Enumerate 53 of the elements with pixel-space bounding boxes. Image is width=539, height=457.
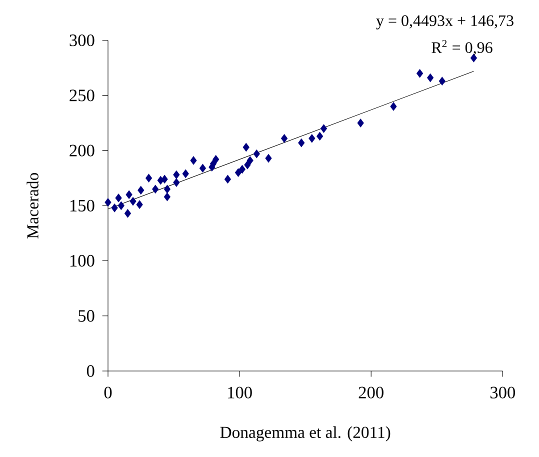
point <box>190 156 197 165</box>
point <box>199 164 206 172</box>
point <box>234 168 242 177</box>
point <box>130 196 136 206</box>
point <box>124 209 132 218</box>
point <box>164 192 170 202</box>
x-tick-label: 200 <box>358 386 384 398</box>
y-tick-label: 300 <box>70 34 94 46</box>
point <box>308 134 316 143</box>
point <box>316 132 324 140</box>
point <box>298 138 305 148</box>
point <box>427 74 434 82</box>
x-tick-label: 300 <box>490 386 516 398</box>
point <box>111 204 118 212</box>
point <box>246 156 254 165</box>
point <box>164 184 170 194</box>
point <box>146 174 152 182</box>
y-tick-label: 200 <box>70 144 94 156</box>
point <box>390 102 397 111</box>
point <box>173 170 180 180</box>
point <box>152 184 159 194</box>
point <box>357 118 364 128</box>
point <box>238 165 246 174</box>
point <box>320 124 328 133</box>
y-axis-title: Macerado <box>26 172 38 238</box>
point <box>182 169 189 178</box>
y-tick-label: 250 <box>70 90 94 102</box>
point <box>253 150 260 158</box>
point <box>138 186 144 195</box>
point <box>242 142 250 152</box>
point <box>104 198 112 207</box>
x-tick-label: 100 <box>228 386 252 398</box>
point <box>212 155 220 164</box>
point <box>438 76 446 86</box>
y-tick-label: 0 <box>86 365 94 377</box>
point <box>115 194 122 202</box>
x-axis-title: Donagemma et al. (2011) <box>220 426 390 442</box>
point <box>136 200 143 209</box>
text: y = 0,4493x + 146,73 <box>376 15 514 30</box>
point <box>416 69 424 78</box>
x-tick-label: 0 <box>104 386 112 398</box>
annotation: R$^{2}$ = 0,96 <box>432 40 492 56</box>
y-tick-label: 150 <box>70 200 94 212</box>
point <box>224 174 231 184</box>
point <box>281 134 288 143</box>
point <box>118 201 124 210</box>
point <box>244 160 251 170</box>
y-tick-label: 50 <box>78 310 94 322</box>
point <box>126 190 132 199</box>
point <box>265 154 272 163</box>
point <box>173 178 180 187</box>
point <box>161 174 168 184</box>
y-tick-label: 100 <box>70 254 94 267</box>
